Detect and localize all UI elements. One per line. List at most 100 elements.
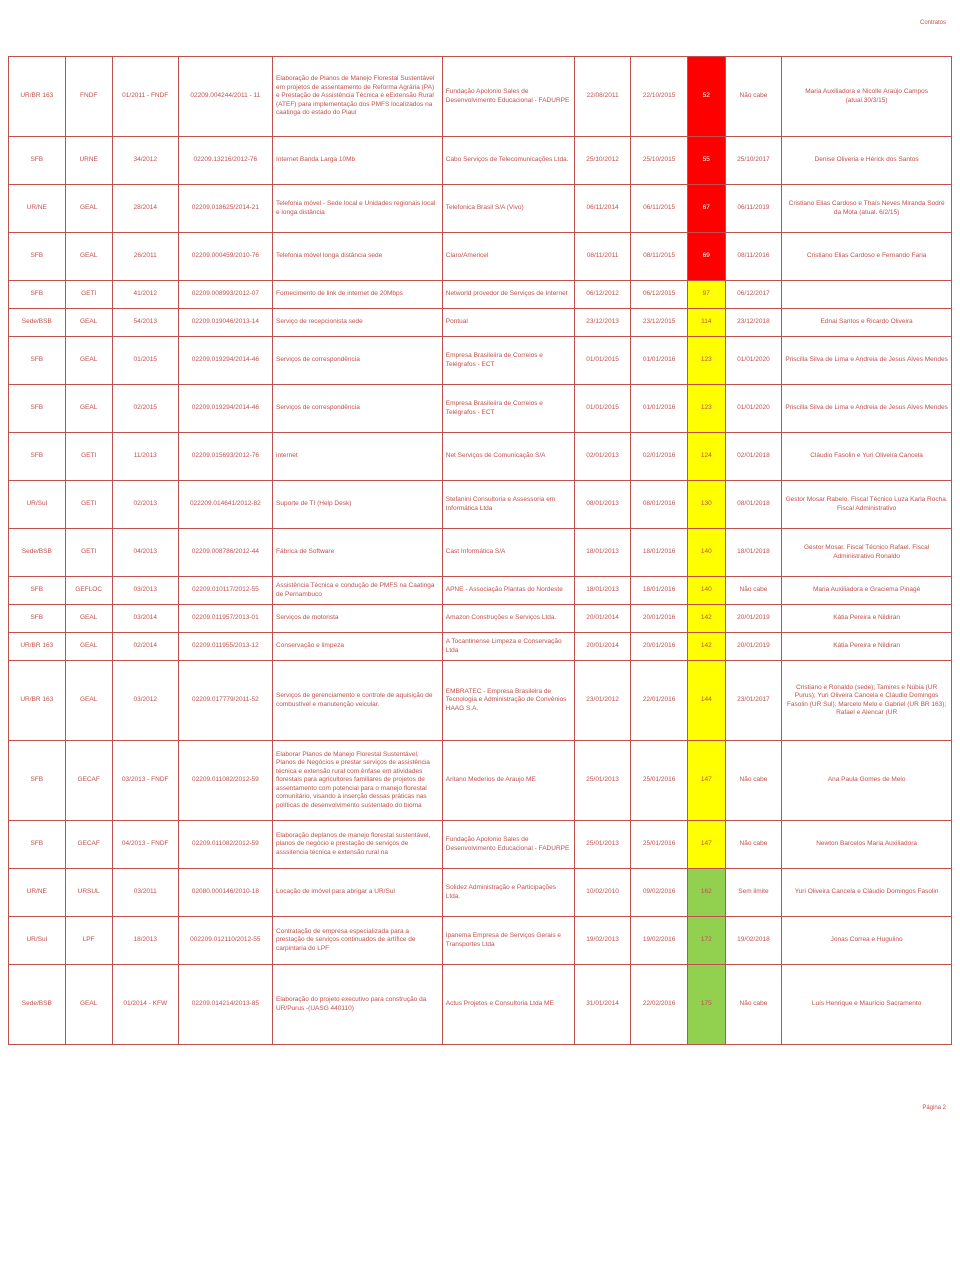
table-cell: 123 xyxy=(687,337,725,385)
table-cell: 10/02/2010 xyxy=(574,869,631,917)
table-cell: Não cabe xyxy=(725,741,782,821)
table-cell: 02/2015 xyxy=(112,385,178,433)
table-cell: Net Serviços de Comunicação S/A xyxy=(442,433,574,481)
table-cell: 002209.012110/2012-55 xyxy=(178,917,272,965)
table-cell: Cabo Serviços de Telecomunicações Ltda. xyxy=(442,137,574,185)
table-row: UR/BR 163GEAL03/201202209.017779/2011-52… xyxy=(9,661,952,741)
table-cell: 34/2012 xyxy=(112,137,178,185)
table-cell: UR/BR 163 xyxy=(9,57,66,137)
table-cell: 06/12/2017 xyxy=(725,281,782,309)
table-cell: GEAL xyxy=(65,233,112,281)
table-row: SFBGETI41/201202209.008993/2012-07Fornec… xyxy=(9,281,952,309)
table-cell: 01/01/2020 xyxy=(725,385,782,433)
table-row: SFBGECAF03/2013 - FNDF02209.011082/2012-… xyxy=(9,741,952,821)
table-row: Sede/BSBGEAL54/201302209.019046/2013-14S… xyxy=(9,309,952,337)
table-row: Sede/BSBGEAL01/2014 - KFW02209.014214/20… xyxy=(9,965,952,1045)
table-cell: Gestor Mosar Rabelo. Fiscal Técnico Luza… xyxy=(782,481,952,529)
table-cell: 02209.010117/2012-55 xyxy=(178,577,272,605)
table-cell: 06/12/2015 xyxy=(631,281,688,309)
table-row: UR/SulLPF18/2013002209.012110/2012-55Con… xyxy=(9,917,952,965)
table-cell: 02209.019046/2013-14 xyxy=(178,309,272,337)
table-cell: Jonas Correa e Hugulino xyxy=(782,917,952,965)
table-cell: Não cabe xyxy=(725,577,782,605)
table-cell: Sede/BSB xyxy=(9,965,66,1045)
table-cell: 18/01/2016 xyxy=(631,529,688,577)
table-cell: Priscilla Silva de Lima e Andreia de Jes… xyxy=(782,385,952,433)
table-cell: Empresa Brasileiira de Correios e Telégr… xyxy=(442,337,574,385)
table-cell: Aritano Mederios de Araujo ME xyxy=(442,741,574,821)
table-cell: Fundação Apolonio Sales de Desenvolvimen… xyxy=(442,57,574,137)
table-cell: GETI xyxy=(65,529,112,577)
table-cell: 04/2013 - FNDF xyxy=(112,821,178,869)
table-cell: GETI xyxy=(65,281,112,309)
table-cell: 142 xyxy=(687,633,725,661)
table-cell: 02209.019294/2014-46 xyxy=(178,385,272,433)
table-cell: 02209.014214/2013-85 xyxy=(178,965,272,1045)
table-cell: GEAL xyxy=(65,337,112,385)
table-cell: URSUL xyxy=(65,869,112,917)
table-row: SFBGECAF04/2013 - FNDF02209.011082/2012-… xyxy=(9,821,952,869)
table-cell: 03/2011 xyxy=(112,869,178,917)
table-cell: 28/2014 xyxy=(112,185,178,233)
table-cell: 08/01/2016 xyxy=(631,481,688,529)
table-cell: GECAF xyxy=(65,741,112,821)
table-cell: 01/01/2015 xyxy=(574,337,631,385)
table-cell: Sem limite xyxy=(725,869,782,917)
table-cell: 01/2014 - KFW xyxy=(112,965,178,1045)
table-cell: Serviços de correspondência xyxy=(273,385,443,433)
table-cell: Amazon Construções e Serviços Ltda. xyxy=(442,605,574,633)
table-cell: 19/02/2018 xyxy=(725,917,782,965)
table-cell: 114 xyxy=(687,309,725,337)
table-cell: 02/01/2013 xyxy=(574,433,631,481)
table-cell: Priscilla Silva de Lima e Andreia de Jes… xyxy=(782,337,952,385)
table-cell: GEAL xyxy=(65,185,112,233)
table-cell: UR/Sul xyxy=(9,481,66,529)
table-cell: Cristiano Elias Cardoso e Fernando Faria xyxy=(782,233,952,281)
table-cell: 162 xyxy=(687,869,725,917)
table-cell: Cristiano Elias Cardoso e Thaís Neves Mi… xyxy=(782,185,952,233)
table-cell: 25/01/2016 xyxy=(631,821,688,869)
table-cell: 01/01/2016 xyxy=(631,385,688,433)
table-cell: 18/2013 xyxy=(112,917,178,965)
table-cell: 23/12/2013 xyxy=(574,309,631,337)
table-cell: 147 xyxy=(687,821,725,869)
table-cell: SFB xyxy=(9,137,66,185)
table-cell: SFB xyxy=(9,233,66,281)
table-cell: Fábrica de Software xyxy=(273,529,443,577)
table-cell: internet xyxy=(273,433,443,481)
table-cell: 175 xyxy=(687,965,725,1045)
table-row: SFBURNE34/201202209.13216/2012-76Interne… xyxy=(9,137,952,185)
table-cell: Assistência Técnica e condução de PMFS n… xyxy=(273,577,443,605)
table-cell: 02209.004244/2011 - 11 xyxy=(178,57,272,137)
table-cell: 25/10/2012 xyxy=(574,137,631,185)
table-cell: 23/01/2017 xyxy=(725,661,782,741)
table-cell: 123 xyxy=(687,385,725,433)
table-cell: 08/01/2013 xyxy=(574,481,631,529)
table-cell: SFB xyxy=(9,433,66,481)
table-cell: Telefonica Brasil S/A (Vivo) xyxy=(442,185,574,233)
table-cell: SFB xyxy=(9,385,66,433)
table-cell: 09/02/2016 xyxy=(631,869,688,917)
table-row: UR/BR 163GEAL02/201402209.011955/2013-12… xyxy=(9,633,952,661)
table-cell: 02209.011955/2013-12 xyxy=(178,633,272,661)
table-cell: 03/2013 xyxy=(112,577,178,605)
table-cell: 02209.011957/2013-01 xyxy=(178,605,272,633)
table-cell: 02/01/2016 xyxy=(631,433,688,481)
table-cell: 20/01/2014 xyxy=(574,633,631,661)
table-cell: SFB xyxy=(9,821,66,869)
table-cell: UR/NE xyxy=(9,869,66,917)
table-cell: Yuri Oliveira Cancela e Cláudio Domingos… xyxy=(782,869,952,917)
table-cell: SFB xyxy=(9,281,66,309)
table-cell: 08/11/2015 xyxy=(631,233,688,281)
table-cell: 97 xyxy=(687,281,725,309)
table-cell: 08/01/2018 xyxy=(725,481,782,529)
table-cell: 124 xyxy=(687,433,725,481)
table-row: UR/BR 163FNDF01/2011 - FNDF02209.004244/… xyxy=(9,57,952,137)
table-cell: Stefanini Consultoria e Assessoria em In… xyxy=(442,481,574,529)
table-cell: Empresa Brasileiira de Correios e Telégr… xyxy=(442,385,574,433)
table-cell: GETI xyxy=(65,481,112,529)
table-cell: Actus Projetos e Consultoria Ltda ME xyxy=(442,965,574,1045)
table-cell: Fundação Apolonio Sales de Desenvolvimen… xyxy=(442,821,574,869)
table-row: UR/SulGETI02/2013022209.014641/2012-82Su… xyxy=(9,481,952,529)
table-cell: 02/01/2018 xyxy=(725,433,782,481)
